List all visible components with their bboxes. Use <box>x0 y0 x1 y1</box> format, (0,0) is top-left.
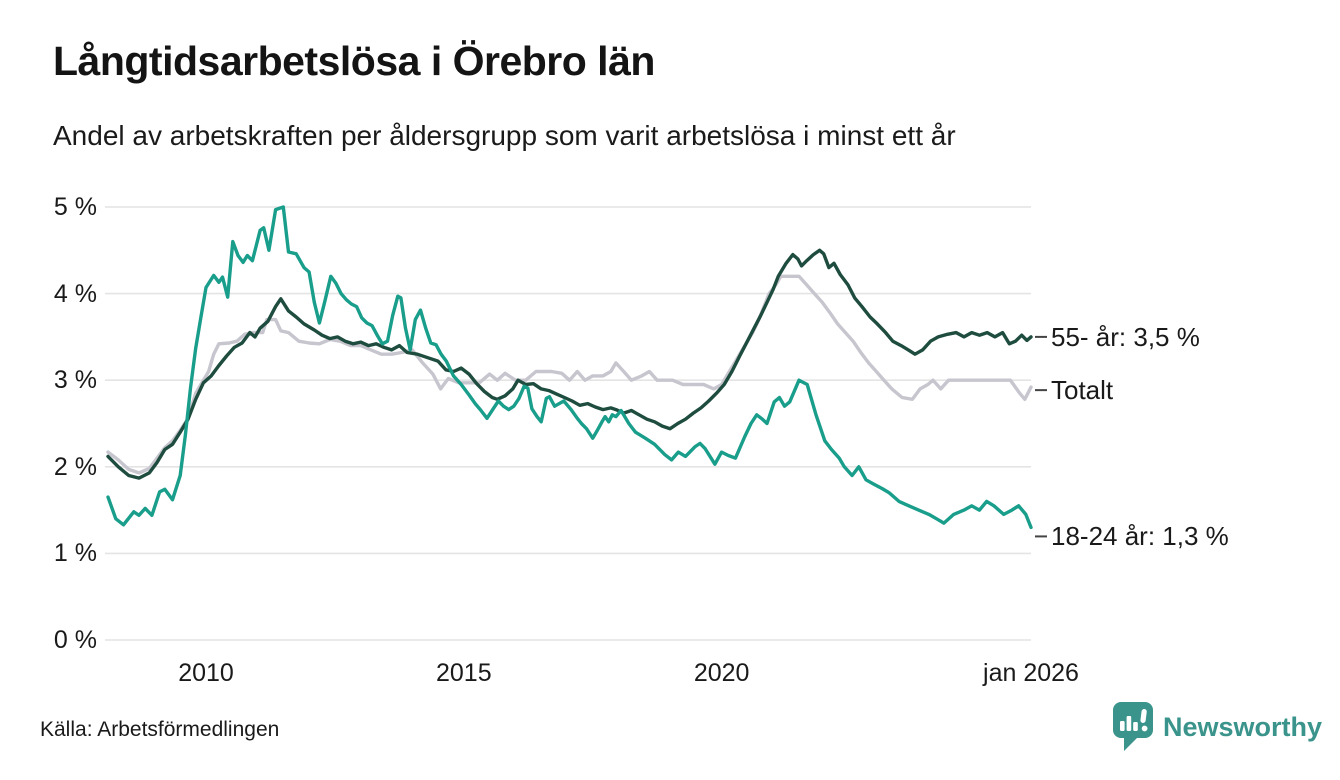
series-end-label: 55- år: 3,5 % <box>1051 321 1200 352</box>
y-tick-label: 0 % <box>53 626 97 654</box>
newsworthy-logo-icon <box>1113 702 1153 751</box>
y-tick-label: 4 % <box>53 279 97 308</box>
y-tick-label: 1 % <box>53 539 97 568</box>
x-tick-label: 2010 <box>178 659 234 687</box>
source-text: Källa: Arbetsförmedlingen <box>40 718 280 741</box>
series-line-55-år <box>106 248 1033 480</box>
page-title: Långtidsarbetslösa i Örebro län <box>53 38 655 84</box>
y-tick-label: 3 % <box>53 366 97 395</box>
y-tick-label: 2 % <box>53 452 97 481</box>
y-tick-label: 5 % <box>53 193 97 221</box>
x-tick-label: jan 2026 <box>983 659 1079 687</box>
x-tick-label: 2015 <box>436 659 492 687</box>
newsworthy-logo: Newsworthy <box>1112 701 1322 753</box>
newsworthy-brand-text: Newsworthy <box>1163 711 1323 742</box>
series-line-18-24år <box>106 205 1033 530</box>
page-subtitle: Andel av arbetskraften per åldersgrupp s… <box>53 120 956 151</box>
x-tick-label: 2020 <box>693 659 750 687</box>
series-end-label: Totalt <box>1051 375 1114 406</box>
series-line-Totalt <box>106 274 1033 475</box>
series-end-label: 18-24 år: 1,3 % <box>1051 521 1229 552</box>
